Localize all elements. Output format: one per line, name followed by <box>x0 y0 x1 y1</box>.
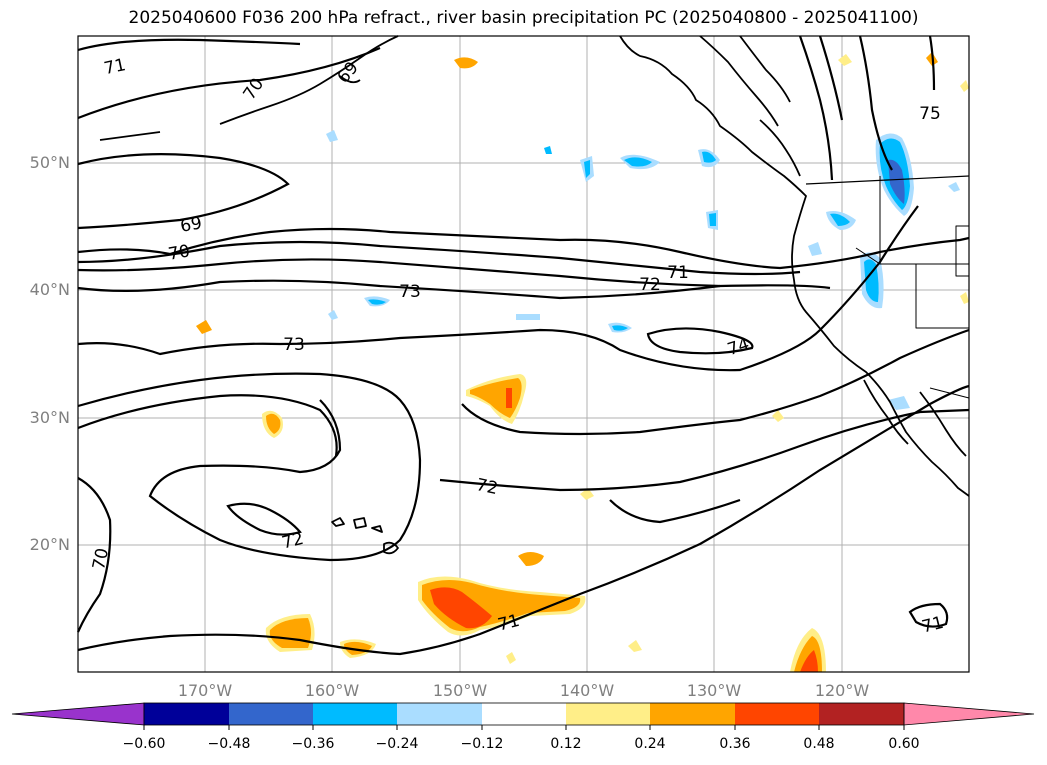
colorbar-tick-label: 0.60 <box>888 736 920 752</box>
contour-label: 70 <box>89 546 113 571</box>
lon-label: 120°W <box>814 681 870 700</box>
colorbar-tick-label: 0.12 <box>550 736 582 752</box>
colorbar-tick-label: −0.60 <box>122 736 166 752</box>
contour-74 <box>646 327 754 355</box>
colorbar <box>11 702 1035 730</box>
lon-label: 160°W <box>304 681 360 700</box>
refractivity-contours <box>76 35 970 656</box>
contour-label: 75 <box>919 104 941 124</box>
contour-label: 70 <box>167 241 192 264</box>
contour-label: 71 <box>667 263 689 283</box>
colorbar-tick-label: −0.36 <box>291 736 335 752</box>
colorbar-tick-label: −0.24 <box>375 736 419 752</box>
map-frame <box>77 35 970 673</box>
contour-label: 71 <box>102 55 127 79</box>
colorbar-tick-label: 0.24 <box>634 736 666 752</box>
precip-shading <box>196 52 969 672</box>
lat-label: 50°N <box>29 153 70 172</box>
precip-strong-area <box>430 587 492 629</box>
contour-label: 69 <box>179 213 204 236</box>
lon-label: 150°W <box>432 681 488 700</box>
lat-label: 30°N <box>29 408 70 427</box>
colorbar-extend-low <box>11 702 145 726</box>
map-title: 2025040600 F036 200 hPa refract., river … <box>128 8 919 28</box>
contour-label: 73 <box>399 282 421 302</box>
colorbar-tick-label: 0.48 <box>803 736 835 752</box>
contour-labels: 71 70 69 69 70 73 71 72 73 74 72 72 70 7… <box>89 55 946 637</box>
lon-label: 130°W <box>686 681 742 700</box>
coastlines <box>99 35 970 555</box>
contour-label: 72 <box>639 275 661 295</box>
contour-label: 73 <box>283 335 305 355</box>
lon-label: 170°W <box>177 681 233 700</box>
colorbar-extend-high <box>903 702 1035 726</box>
lat-label: 40°N <box>29 280 70 299</box>
north-america-coast <box>619 35 970 497</box>
lat-label: 20°N <box>29 535 70 554</box>
lon-label: 140°W <box>559 681 615 700</box>
colorbar-tick-label: −0.48 <box>207 736 251 752</box>
colorbar-tick-label: 0.36 <box>719 736 751 752</box>
colorbar-tick-label: −0.12 <box>460 736 504 752</box>
contour-label: 72 <box>474 475 499 499</box>
